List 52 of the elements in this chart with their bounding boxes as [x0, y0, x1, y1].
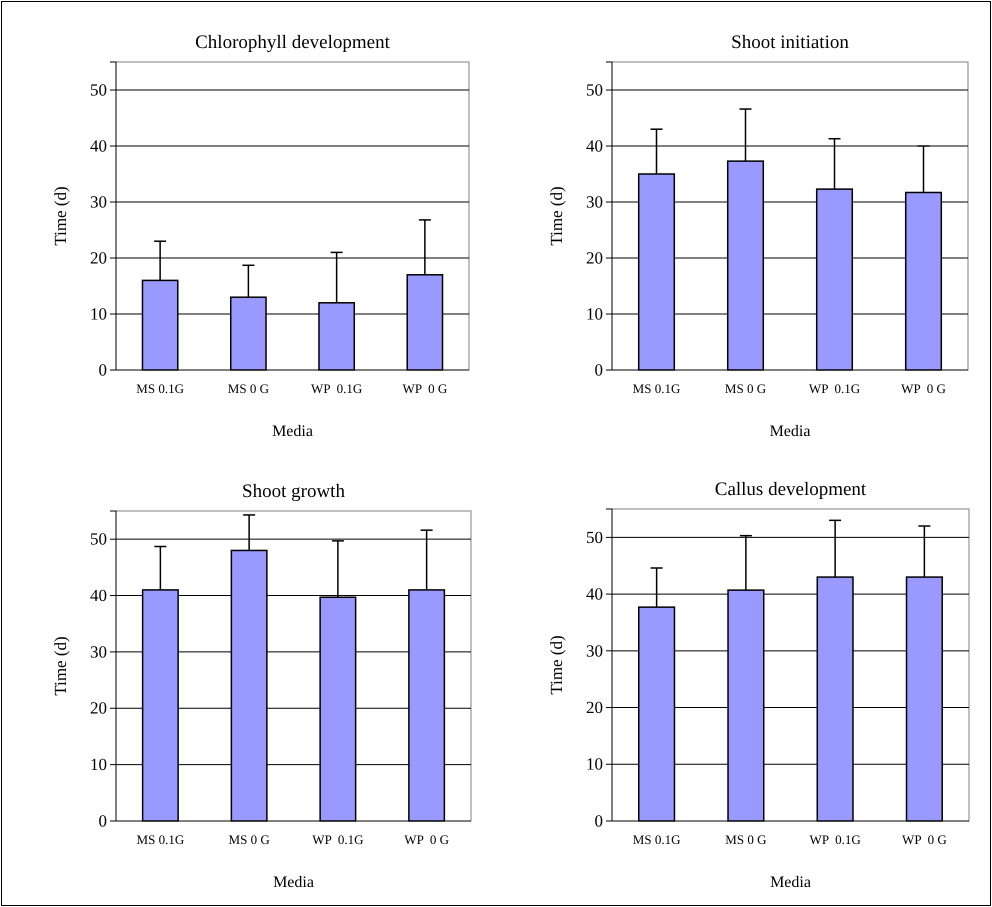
x-tick-label: MS 0.1G — [632, 832, 680, 848]
x-tick-label: WP 0.1G — [311, 381, 362, 396]
x-tick-label: MS 0 G — [228, 381, 269, 396]
chart-title: Callus development — [714, 479, 867, 500]
x-tick-label: MS 0.1G — [136, 381, 184, 396]
x-tick-label: WP 0 G — [404, 832, 449, 848]
x-tick-label: WP 0.1G — [808, 381, 860, 396]
y-axis-title: Time (d) — [51, 636, 70, 696]
y-tick-label: 40 — [586, 136, 603, 156]
y-tick-label: 30 — [90, 642, 107, 662]
x-tick-label: WP 0.1G — [312, 832, 364, 848]
x-tick-label: MS 0.1G — [136, 832, 184, 848]
y-tick-label: 0 — [98, 811, 107, 830]
chart-title: Chlorophyll development — [195, 32, 391, 53]
y-tick-label: 20 — [586, 248, 603, 268]
x-tick-label: WP 0 G — [901, 381, 946, 396]
y-tick-label: 0 — [594, 811, 603, 830]
x-tick-label: WP 0.1G — [810, 832, 861, 848]
x-axis-title: Media — [770, 874, 811, 891]
y-tick-label: 0 — [594, 360, 603, 380]
x-tick-label: WP 0 G — [402, 381, 448, 396]
x-axis-title: Media — [272, 423, 313, 440]
x-axis-title: Media — [770, 423, 810, 440]
y-tick-label: 0 — [98, 360, 107, 380]
y-tick-label: 40 — [90, 586, 107, 605]
y-tick-label: 50 — [90, 530, 107, 549]
y-tick-label: 20 — [90, 698, 107, 718]
chart-title: Shoot initiation — [731, 32, 850, 53]
y-axis-title: Time (d) — [547, 635, 566, 695]
y-tick-label: 50 — [90, 80, 107, 100]
y-tick-label: 40 — [586, 584, 603, 604]
y-tick-label: 10 — [586, 304, 603, 324]
y-tick-label: 10 — [90, 755, 107, 774]
y-tick-label: 30 — [90, 192, 107, 212]
y-tick-label: 10 — [586, 754, 603, 774]
x-tick-label: MS 0 G — [228, 832, 270, 848]
y-tick-label: 10 — [90, 304, 107, 324]
y-tick-label: 50 — [586, 80, 603, 100]
chart-title: Shoot growth — [242, 481, 346, 502]
y-tick-label: 40 — [90, 136, 107, 156]
x-axis-title: Media — [273, 874, 314, 891]
y-tick-label: 50 — [586, 528, 603, 547]
y-tick-label: 20 — [90, 248, 107, 268]
x-tick-label: MS 0 G — [725, 832, 766, 848]
y-axis-title: Time (d) — [51, 186, 70, 246]
y-axis-title: Time (d) — [547, 186, 566, 246]
x-tick-label: WP 0 G — [902, 832, 947, 848]
y-tick-label: 20 — [586, 698, 603, 717]
y-tick-label: 30 — [586, 192, 603, 212]
y-tick-label: 30 — [586, 641, 603, 660]
x-tick-label: MS 0.1G — [632, 381, 680, 396]
x-tick-label: MS 0 G — [724, 381, 766, 396]
